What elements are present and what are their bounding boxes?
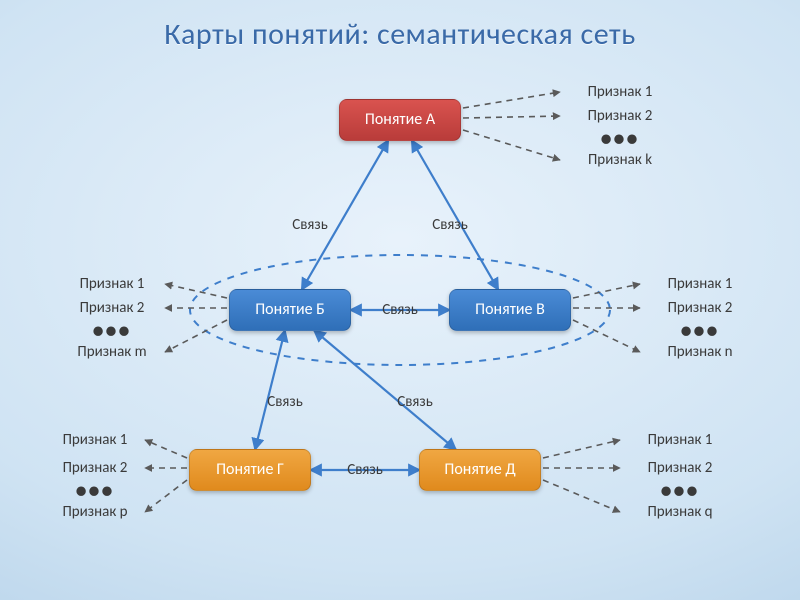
- attribute-label: Признак 1: [80, 275, 145, 293]
- concept-node-D: Понятие Д: [419, 449, 541, 491]
- diagram-stage: { "title": { "text": "Карты понятий: сем…: [0, 0, 800, 600]
- attribute-label: Признак 2: [668, 299, 733, 317]
- attribute-label: Признак k: [588, 151, 652, 169]
- attribute-label: Признак m: [77, 343, 146, 361]
- attribute-label: Признак 2: [588, 107, 653, 125]
- concept-edge: [412, 140, 499, 290]
- attribute-label: Признак 2: [648, 459, 713, 477]
- attribute-label: Признак p: [62, 503, 127, 521]
- attribute-label: Признак 1: [648, 431, 713, 449]
- attribute-label: Признак 1: [588, 83, 653, 101]
- concept-node-B: Понятие Б: [229, 289, 351, 331]
- attribute-arrow: [573, 284, 640, 298]
- concept-node-V: Понятие В: [449, 289, 571, 331]
- ellipsis-dots: •••: [93, 317, 132, 344]
- diagram-title: Карты понятий: семантическая сеть: [0, 16, 800, 53]
- attribute-arrow: [165, 284, 227, 298]
- attribute-label: Признак n: [667, 343, 732, 361]
- edge-label: Связь: [267, 393, 303, 411]
- attribute-label: Признак 1: [63, 431, 128, 449]
- attribute-arrow: [145, 480, 187, 512]
- attribute-arrow: [573, 320, 640, 352]
- edge-label: Связь: [382, 301, 418, 319]
- attribute-arrow: [463, 130, 560, 160]
- ellipsis-dots: •••: [76, 477, 115, 504]
- attribute-arrow: [145, 440, 187, 458]
- concept-edge: [302, 140, 389, 290]
- edge-label: Связь: [347, 461, 383, 479]
- attribute-label: Признак 2: [80, 299, 145, 317]
- edge-label: Связь: [292, 216, 328, 234]
- ellipsis-dots: •••: [661, 477, 700, 504]
- concept-edge: [314, 330, 457, 450]
- ellipsis-dots: •••: [601, 125, 640, 152]
- attribute-label: Признак 2: [63, 459, 128, 477]
- attribute-label: Признак 1: [668, 275, 733, 293]
- concept-node-G: Понятие Г: [189, 449, 311, 491]
- attribute-arrow: [463, 92, 560, 108]
- attribute-arrow: [463, 116, 560, 118]
- attribute-arrow: [543, 480, 620, 512]
- attribute-arrow: [165, 320, 227, 352]
- edge-label: Связь: [397, 393, 433, 411]
- edge-label: Связь: [432, 216, 468, 234]
- attribute-arrow: [543, 440, 620, 458]
- concept-edge: [255, 330, 285, 450]
- ellipsis-dots: •••: [681, 317, 720, 344]
- concept-node-A: Понятие А: [339, 99, 461, 141]
- attribute-label: Признак q: [647, 503, 712, 521]
